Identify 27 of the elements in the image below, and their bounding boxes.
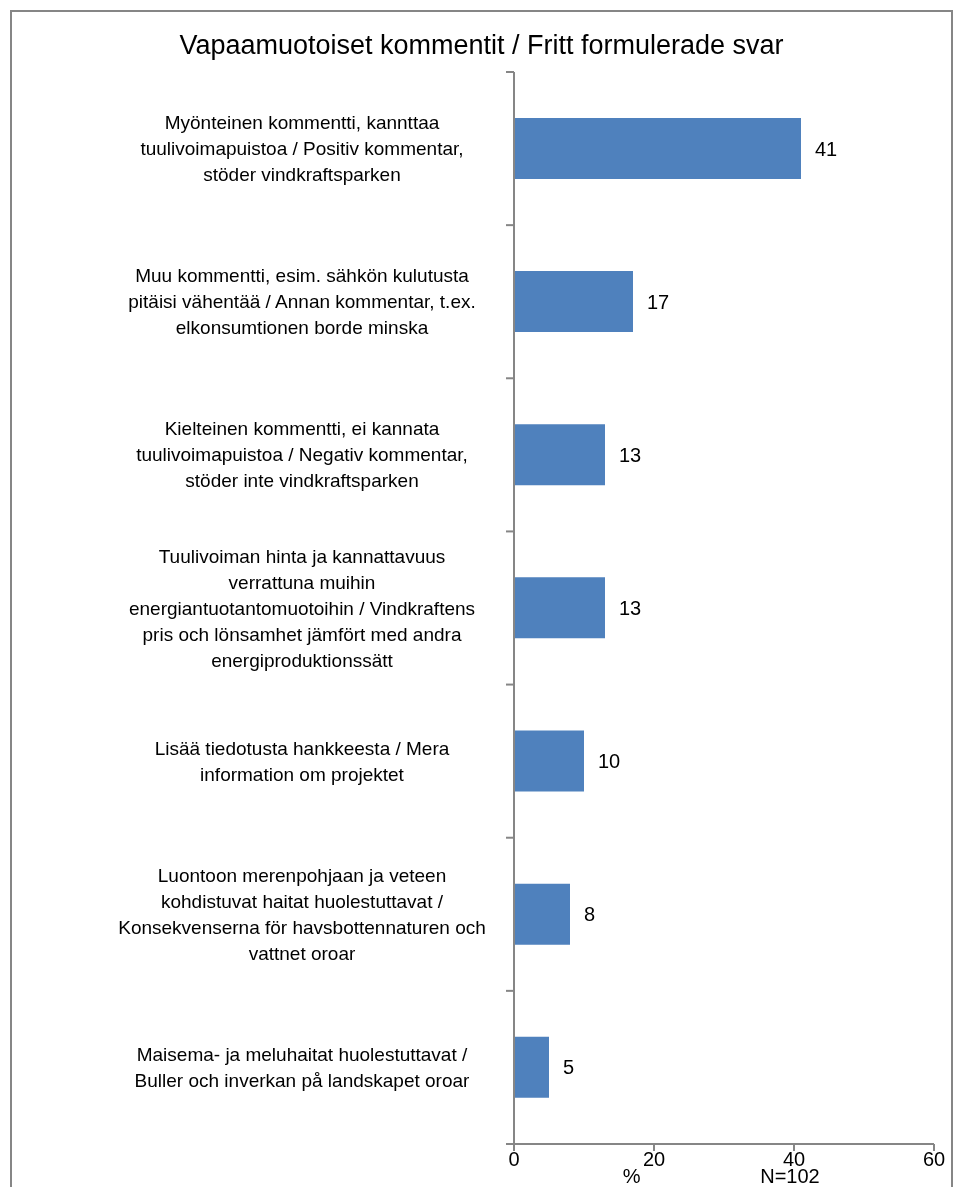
data-label: 17 xyxy=(647,290,670,313)
y-tick-label: Muu kommentti, esim. sähkön kulutusta pitäisi vähentää / Annan kommentar, t.ex. elkonsumtionen borde minska xyxy=(128,265,476,339)
x-tick-label: 0 xyxy=(508,1148,520,1171)
y-tick-label: Lisää tiedotusta hankkeesta / Mera information om projektet xyxy=(154,737,450,785)
x-axis-title: % xyxy=(622,1165,641,1187)
text: N=102 xyxy=(760,1165,820,1187)
bar xyxy=(514,1036,549,1098)
x-tick-label: 20 xyxy=(642,1148,666,1171)
chart-title: Vapaamuotoiset kommentit / Fritt formulerade svar xyxy=(178,29,785,61)
y-tick-label: Maisema- ja meluhaitat huolestuttavat / Buller och inverkan på landskapet oroar xyxy=(134,1043,471,1091)
bar xyxy=(514,883,570,945)
data-label: 13 xyxy=(619,596,642,619)
bar xyxy=(514,271,633,333)
x-tick-label: 60 xyxy=(922,1148,946,1171)
bar xyxy=(514,730,584,792)
data-label: 8 xyxy=(584,903,596,926)
bar xyxy=(514,424,605,486)
data-label: 5 xyxy=(563,1056,575,1079)
y-tick-label: Tuulivoiman hinta ja kannattavuus verrattuna muihin energiantuotantomuotoihin / Vindkraftens pris och lönsamhet jämfört med andra energiproduktionssätt xyxy=(128,545,476,671)
data-label: 41 xyxy=(815,137,838,160)
bar xyxy=(514,117,801,179)
y-tick-label: Myönteinen kommentti, kannttaa tuulivoimapuistoa / Positiv kommentar, stöder vindkraftsparken xyxy=(140,112,464,186)
data-label: 13 xyxy=(619,443,642,466)
bar xyxy=(514,577,605,639)
y-tick-label: Kielteinen kommentti, ei kannata tuulivoimapuistoa / Negativ kommentar, stöder inte vindkraftsparken xyxy=(136,418,468,492)
data-label: 10 xyxy=(598,750,621,773)
y-tick-label: Luontoon merenpohjaan ja veteen kohdistuvat haitat huolestuttavat / Konsekvenserna för havsbottennaturen och vattnet oroar xyxy=(118,864,486,964)
